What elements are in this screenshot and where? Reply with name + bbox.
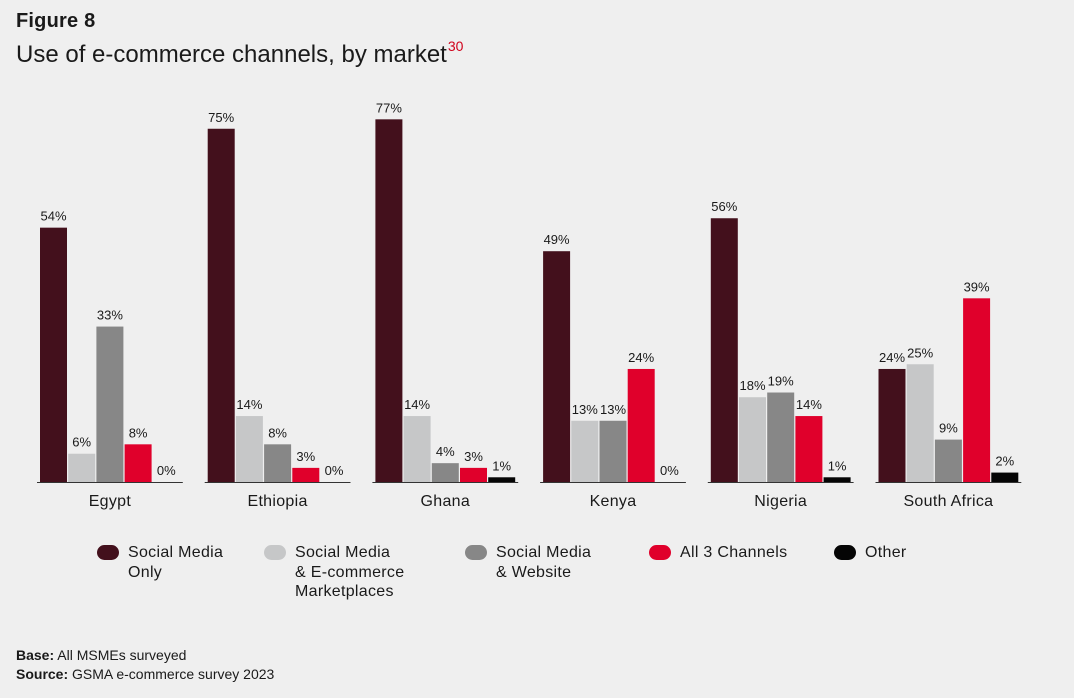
data-label: 14%	[404, 397, 430, 412]
bar	[906, 364, 934, 482]
bar	[460, 467, 487, 482]
data-label: 18%	[739, 378, 765, 393]
legend-item-other: Other	[834, 543, 907, 563]
bar	[375, 119, 403, 482]
category-label: Kenya	[590, 493, 637, 510]
bar	[991, 472, 1019, 482]
data-label: 14%	[236, 397, 262, 412]
bar	[571, 420, 599, 482]
data-label: 1%	[492, 458, 511, 473]
chart-legend: Social Media Only Social Media & E-comme…	[0, 543, 1074, 613]
footnote-reference[interactable]: 30	[447, 38, 464, 54]
data-label: 49%	[544, 232, 570, 247]
data-label: 56%	[711, 199, 737, 214]
bar	[739, 397, 766, 482]
bar	[235, 416, 263, 482]
bar	[823, 477, 851, 482]
data-label: 8%	[129, 425, 148, 440]
data-label: 19%	[768, 374, 794, 389]
legend-label: Social Media & E-commerce Marketplaces	[295, 544, 405, 600]
legend-swatch	[834, 545, 856, 560]
bar	[207, 128, 235, 482]
legend-swatch	[97, 545, 119, 560]
bar	[403, 416, 431, 482]
category-label: Ghana	[421, 493, 471, 510]
legend-item-all-3-channels: All 3 Channels	[649, 543, 787, 563]
bar	[599, 420, 627, 482]
data-label: 9%	[939, 421, 958, 436]
data-label: 77%	[376, 100, 402, 115]
source-text: GSMA e-commerce survey 2023	[72, 666, 275, 682]
legend-item-social-media-website: Social Media & Website	[465, 543, 591, 582]
base-label: Base:	[16, 647, 55, 663]
data-label: 6%	[72, 435, 91, 450]
bar	[543, 251, 571, 482]
chart-footer: Base: All MSMEs surveyed Source: GSMA e-…	[16, 646, 274, 684]
category-label: South Africa	[903, 493, 993, 510]
data-label: 14%	[796, 397, 822, 412]
bar	[795, 416, 823, 482]
base-note: Base: All MSMEs surveyed	[16, 646, 274, 665]
category-label: Nigeria	[754, 493, 807, 510]
bar	[767, 392, 795, 482]
figure-label: Figure 8	[16, 10, 96, 32]
data-label: 1%	[828, 458, 847, 473]
data-label: 2%	[995, 454, 1014, 469]
data-label: 8%	[268, 425, 287, 440]
legend-label: Social Media Only	[128, 544, 224, 581]
data-label: 24%	[628, 350, 654, 365]
data-label: 3%	[296, 449, 315, 464]
category-label: Egypt	[89, 493, 132, 510]
data-label: 0%	[157, 463, 176, 478]
data-label: 33%	[97, 308, 123, 323]
legend-item-social-media-only: Social Media Only	[97, 543, 223, 582]
data-label: 25%	[907, 345, 933, 360]
bar	[963, 298, 991, 482]
chart-title-text: Use of e-commerce channels, by market	[16, 41, 447, 68]
legend-label: Social Media & Website	[496, 544, 592, 581]
bar	[710, 218, 738, 483]
category-label: Ethiopia	[247, 493, 307, 510]
bar-chart: 54% 6% 33% 8% 0% Egypt 75% 14% 8% 3% 0% Ethiopia 77%…	[37, 100, 1022, 510]
bar	[878, 368, 906, 482]
data-label: 3%	[464, 449, 483, 464]
bar	[68, 453, 96, 482]
base-text: All MSMEs surveyed	[57, 647, 187, 663]
bar	[431, 463, 459, 482]
data-label: 75%	[208, 110, 234, 125]
legend-swatch	[649, 545, 671, 560]
source-note: Source: GSMA e-commerce survey 2023	[16, 665, 274, 684]
bar	[124, 444, 152, 482]
legend-label: Other	[865, 544, 907, 561]
data-label: 13%	[600, 402, 626, 417]
legend-swatch	[465, 545, 487, 560]
bar	[96, 326, 124, 482]
data-label: 54%	[40, 209, 66, 224]
bar	[488, 477, 516, 482]
bar	[627, 368, 655, 482]
data-label: 0%	[660, 463, 679, 478]
data-label: 24%	[879, 350, 905, 365]
source-label: Source:	[16, 666, 69, 682]
legend-item-social-media-marketplaces: Social Media & E-commerce Marketplaces	[264, 543, 404, 602]
chart-title: Use of e-commerce channels, by market30	[16, 38, 463, 69]
data-label: 13%	[572, 402, 598, 417]
legend-label: All 3 Channels	[680, 544, 788, 561]
bar	[934, 439, 962, 482]
bar	[40, 227, 67, 482]
bar	[292, 467, 320, 482]
data-label: 39%	[964, 279, 990, 294]
data-label: 0%	[325, 463, 344, 478]
bar	[264, 444, 292, 482]
data-label: 4%	[436, 444, 455, 459]
legend-swatch	[264, 545, 286, 560]
